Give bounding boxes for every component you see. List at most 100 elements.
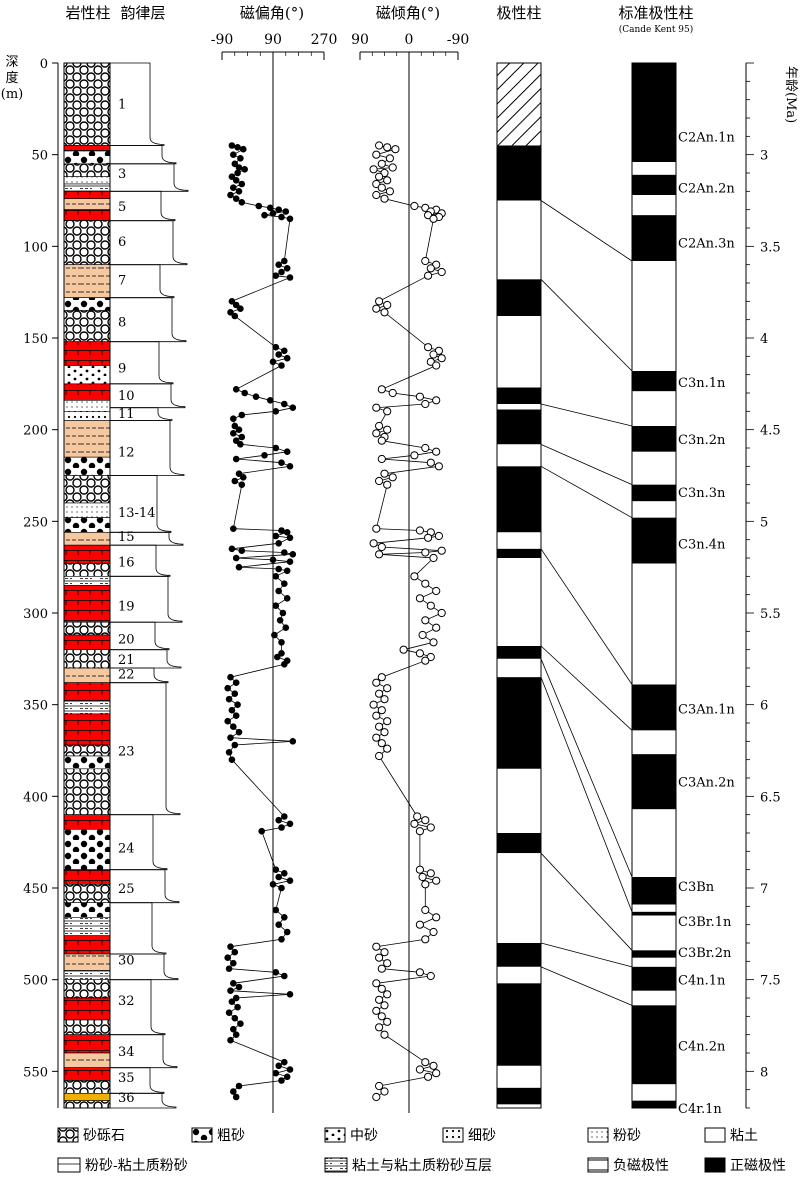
data-point [235,563,243,571]
polarity-interval-normal [497,677,541,769]
data-point [237,1020,244,1028]
correlation-line [540,443,633,486]
gpts-chron [632,426,676,452]
rhythm-layer [110,475,172,533]
data-point [432,913,441,922]
lithology-layer-red [63,383,111,401]
gpts-chron [632,174,676,195]
depth-tick-label: 0 [40,57,48,72]
gpts-chron-label: C4n.2n [678,1040,726,1055]
data-point [424,343,433,352]
data-point [437,546,446,555]
legend-label: 负磁极性 [613,1158,669,1174]
data-point [283,448,291,456]
lithology-layer-gravel [63,621,111,636]
data-point [282,208,290,215]
gpts-chron-label: C3Bn [678,880,715,895]
rhythm-label: 15 [118,530,135,545]
lithology-layer-coarse [63,150,111,165]
data-point [230,723,237,731]
depth-axis: 0 50 100 150 200 250 300 350 400 450 500 550 深度(m) [1,55,59,1108]
lithology-layer-red [63,935,111,955]
legend-label: 正磁极性 [730,1158,786,1174]
data-point [410,572,419,581]
header-lithology: 岩性柱 [65,4,110,22]
lithology-frame [63,62,111,1109]
gpts-chron-label: C3n.3n [678,486,726,501]
data-point [232,554,240,562]
data-point [228,545,236,553]
data-point [372,429,381,438]
data-point [272,969,280,976]
data-point [415,920,424,929]
depth-tick-label: 400 [23,790,48,805]
lithology-layer-tan [63,667,111,683]
data-point [272,272,280,280]
depth-axis-label: (m) [1,87,23,102]
legend-label: 中砂 [350,1128,378,1144]
data-point [278,936,285,943]
data-point [230,980,237,987]
data-point [286,463,294,470]
data-point [418,872,427,882]
rhythm-layer [110,869,180,904]
lithology-layer-red [63,634,111,650]
data-point [380,948,389,957]
rhythm-label: 24 [118,842,135,857]
age-tick-label: 6 [760,699,768,714]
data-point [272,602,280,610]
data-point [272,408,280,415]
rhythm-layer [110,383,186,409]
lithology-layer-red [63,1067,111,1081]
data-point [286,877,294,885]
data-point [391,145,400,154]
gpts-chron-label: C2An.1n [678,130,735,145]
lithology-layer-coarse [63,829,111,870]
data-point [421,935,430,944]
data-point [432,876,441,885]
data-point [237,155,244,162]
lithology-layer-gravel [63,163,111,177]
data-point [269,556,277,564]
rhythm-layer [110,531,184,546]
polarity-interval-undetermined [497,63,541,146]
data-point [230,1088,237,1095]
data-point [238,180,246,188]
data-point [227,943,234,951]
data-point [432,396,441,405]
rhythm-label: 9 [118,361,126,376]
polarity-interval-reverse [497,1065,541,1088]
data-point [372,190,381,200]
data-point [286,1066,294,1073]
lithology-layer-red [63,713,111,746]
data-point [369,700,378,709]
depth-tick-label: 450 [23,882,48,897]
lithology-layer-coarse [63,456,111,476]
legend-swatch-clay [704,1127,726,1143]
lithology-layer-tan [63,198,111,210]
correlation-line [540,548,633,685]
panel-tick-label: 0 [405,32,414,48]
data-point [432,1069,441,1078]
data-point [286,534,294,542]
data-point [429,214,438,223]
correlation-line [540,658,633,878]
data-point [375,722,384,731]
legend-swatch-silt [587,1127,609,1143]
correlation-line [540,852,633,951]
data-point [383,425,392,434]
data-point [232,1031,240,1038]
gpts-chron-label: C3An.1n [678,702,735,717]
data-point [432,447,441,456]
data-point [426,458,435,467]
data-point [375,550,384,559]
data-point [421,1058,430,1067]
rhythm-layer [110,264,175,299]
lithology-layer-gravel [63,1100,111,1109]
header-gpts: 标准极性柱 [618,4,693,22]
legend-swatch-polarity [587,1159,609,1171]
data-point [432,361,441,370]
polarity-interval-normal [497,548,541,558]
rhythm-layer [110,407,173,421]
